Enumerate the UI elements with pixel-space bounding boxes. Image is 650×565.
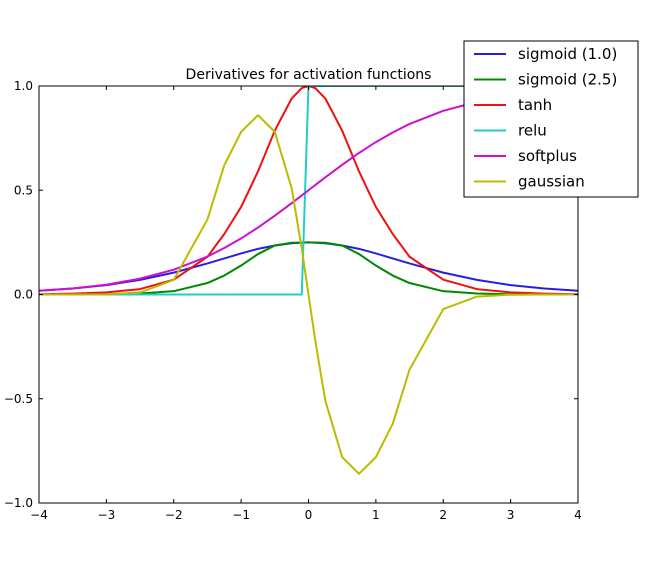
series-line-gaussian — [39, 114, 578, 475]
series-line-relu — [39, 86, 578, 296]
y-tick-label: −1.0 — [4, 496, 33, 510]
x-tick-label: −3 — [98, 508, 116, 522]
x-tick-label: −2 — [165, 508, 183, 522]
series-line-softplus — [39, 88, 578, 292]
legend-label-tanh: tanh — [518, 96, 552, 114]
x-tick-label: 0 — [305, 508, 313, 522]
x-tick-label: 2 — [439, 508, 447, 522]
y-tick-label: 0.5 — [14, 183, 33, 197]
x-axis: −4 −3 −2 −1 0 1 2 3 4 — [30, 86, 582, 522]
x-tick-label: −4 — [30, 508, 48, 522]
chart-title: Derivatives for activation functions — [186, 67, 432, 83]
legend-label-sigmoid-2-5: sigmoid (2.5) — [518, 71, 617, 89]
x-tick-label: −1 — [232, 508, 250, 522]
legend: sigmoid (1.0) sigmoid (2.5) tanh relu softpl… — [463, 40, 639, 198]
x-tick-label: 3 — [507, 508, 515, 522]
legend-label-softplus: softplus — [518, 147, 577, 165]
legend-label-sigmoid-1-0: sigmoid (1.0) — [518, 45, 617, 63]
legend-label-gaussian: gaussian — [518, 173, 585, 191]
y-axis: −1.0 −0.5 0.0 0.5 1.0 — [4, 79, 578, 510]
x-tick-label: 1 — [372, 508, 380, 522]
x-tick-label: 4 — [574, 508, 582, 522]
legend-label-relu: relu — [518, 122, 547, 140]
plot-area — [39, 86, 578, 475]
y-tick-label: 1.0 — [14, 79, 33, 93]
y-tick-label: −0.5 — [4, 392, 33, 406]
legend-box — [463, 40, 639, 198]
series-line-sigmoid-1-0 — [39, 241, 578, 292]
y-tick-label: 0.0 — [14, 288, 33, 302]
series-line-sigmoid-2-5 — [39, 241, 578, 296]
